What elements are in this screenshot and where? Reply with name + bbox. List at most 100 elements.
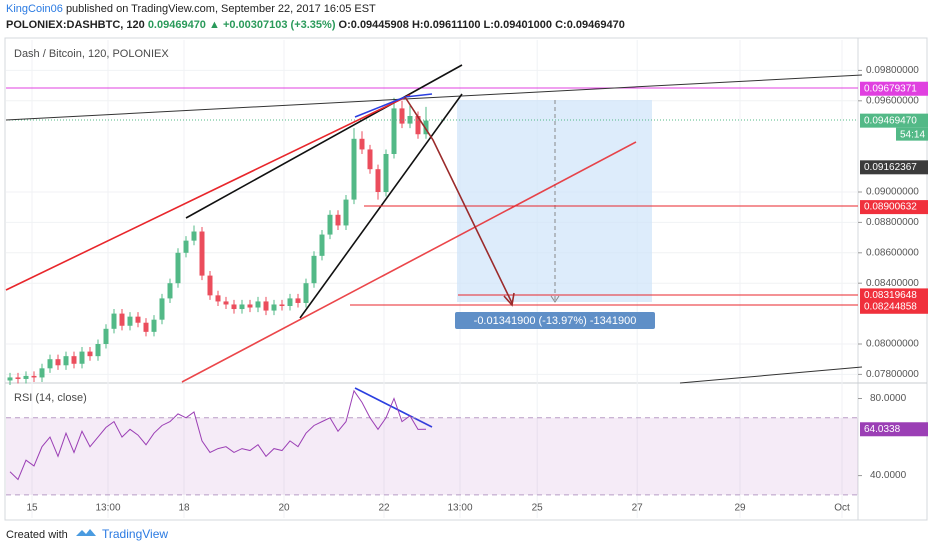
- price-label: 0.09679371: [864, 83, 917, 94]
- y-tick-label: 0.08600000: [866, 247, 919, 258]
- candle-body: [343, 199, 349, 226]
- candle-body: [375, 169, 381, 192]
- candle-body: [199, 231, 205, 276]
- candle-body: [55, 359, 61, 366]
- candle-body: [295, 298, 301, 303]
- arrow-head: [503, 292, 515, 307]
- x-tick-label: 25: [532, 503, 544, 514]
- candle-body: [391, 108, 397, 154]
- x-tick-label: 13:00: [95, 503, 120, 514]
- candle-body: [47, 359, 53, 369]
- candle-body: [151, 319, 157, 332]
- price-label-box: [860, 160, 928, 175]
- measure-label: -0.01341900 (-13.97%) -1341900: [474, 315, 637, 327]
- x-tick-label: 15: [26, 503, 38, 514]
- candle-body: [407, 116, 413, 124]
- high: H:0.09611100: [412, 19, 481, 31]
- candle-body: [263, 301, 269, 311]
- wedge-top: [185, 64, 463, 219]
- candle-body: [319, 234, 325, 256]
- y-tick-label: 0.07800000: [866, 369, 919, 380]
- candles: [7, 97, 429, 386]
- candle-body: [167, 283, 173, 299]
- price-label-box: [860, 200, 928, 215]
- rsi-tick-label: 40.0000: [870, 470, 907, 481]
- y-tick-label: 0.09000000: [866, 187, 919, 198]
- price-label-box: [860, 113, 928, 128]
- candle-body: [95, 344, 101, 357]
- candle-body: [23, 375, 29, 379]
- candle-body: [423, 120, 429, 135]
- candle-body: [399, 108, 405, 124]
- price-label-box: [860, 299, 928, 314]
- published: published on TradingView.com, September …: [66, 3, 376, 15]
- candle-body: [247, 304, 253, 308]
- symbol: POLONIEX:DASHBTC, 120: [6, 19, 145, 31]
- projection-arrow: [404, 96, 513, 304]
- open: O:0.09445908: [339, 19, 409, 31]
- quote-line: POLONIEX:DASHBTC, 120 0.09469470 ▲ +0.00…: [6, 19, 625, 31]
- candle-body: [359, 138, 365, 150]
- y-tick-label: 0.08400000: [866, 278, 919, 289]
- candle-body: [111, 313, 117, 329]
- grid: [6, 40, 858, 518]
- header-line: KingCoin06 published on TradingView.com,…: [6, 3, 376, 15]
- candle-body: [279, 304, 285, 306]
- x-tick-label: 20: [278, 503, 290, 514]
- rsi-divergence: [354, 387, 433, 428]
- frame: [4, 37, 928, 521]
- rsi-line: [9, 389, 427, 481]
- candle-body: [103, 328, 109, 344]
- x-tick-label: 27: [632, 503, 644, 514]
- divergence-line: [404, 93, 433, 98]
- candle-body: [175, 252, 181, 284]
- rsi-title: RSI (14, close): [14, 392, 87, 404]
- candle-body: [63, 356, 69, 366]
- x-tick-label: 13:00: [447, 503, 472, 514]
- measure-arrow: [550, 295, 560, 303]
- candle-body: [159, 298, 165, 320]
- channel-bottom: [181, 141, 637, 383]
- candle-body: [39, 368, 45, 378]
- candle-body: [215, 295, 221, 302]
- last: 0.09469470: [148, 19, 206, 31]
- candle-body: [255, 301, 261, 308]
- x-tick-label: 29: [734, 503, 746, 514]
- price-label-box: [860, 288, 928, 303]
- footer-created: Created with: [6, 529, 68, 541]
- candle-body: [383, 154, 389, 192]
- measure-label-box: [455, 312, 655, 329]
- candle-body: [31, 375, 37, 378]
- candle-body: [135, 316, 141, 323]
- channel-top: [5, 94, 411, 291]
- tv-logo: [76, 529, 96, 536]
- candle-body: [7, 377, 13, 381]
- author[interactable]: KingCoin06: [6, 3, 63, 15]
- candle-body: [79, 351, 85, 364]
- price-label: 0.08319648: [864, 290, 917, 301]
- candle-body: [271, 304, 277, 311]
- chart-title: Dash / Bitcoin, 120, POLONIEX: [14, 48, 169, 60]
- footer-brand[interactable]: TradingView: [102, 527, 168, 541]
- candle-body: [207, 275, 213, 296]
- candle-body: [303, 283, 309, 303]
- y-tick-label: 0.09800000: [866, 65, 919, 76]
- candle-body: [415, 116, 421, 135]
- rsi-tick-label: 80.0000: [870, 393, 907, 404]
- rsi-value-box: [860, 422, 928, 437]
- trend-line: [679, 366, 863, 384]
- candle-body: [183, 240, 189, 253]
- candle-body: [239, 304, 245, 310]
- candle-body: [119, 313, 125, 326]
- candle-body: [143, 322, 149, 332]
- y-tick-label: 0.08000000: [866, 339, 919, 350]
- price-label: 0.08244858: [864, 301, 917, 312]
- candle-body: [335, 214, 341, 226]
- candle-body: [367, 149, 373, 170]
- divergence-line: [354, 96, 406, 118]
- trend-line: [5, 74, 863, 121]
- candle-body: [191, 231, 197, 241]
- countdown: 54:14: [900, 129, 925, 140]
- rsi-value-label: 64.0338: [864, 424, 901, 435]
